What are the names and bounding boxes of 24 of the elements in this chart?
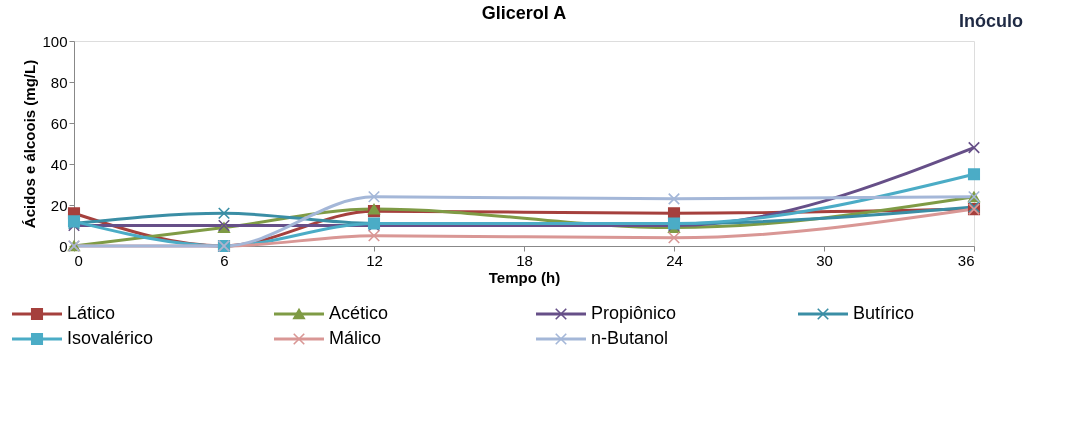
x-tick-label: 18: [516, 251, 533, 269]
legend-label: Málico: [329, 328, 382, 348]
y-tick-label: 100: [42, 32, 68, 50]
y-tick-label: 0: [59, 237, 68, 255]
y-tick-label: 80: [50, 73, 68, 91]
x-axis-title: Tempo (h): [488, 268, 561, 286]
x-tick-label: 12: [366, 251, 383, 269]
legend-label: Propiônico: [591, 303, 677, 323]
legend-label: n-Butanol: [591, 328, 669, 348]
y-tick-label: 40: [50, 155, 68, 173]
x-tick-label: 36: [957, 251, 975, 269]
text: Inóculo: [959, 11, 1023, 31]
y-tick-label: 20: [50, 196, 68, 214]
x-tick-label: 30: [816, 251, 833, 269]
legend-label: Butírico: [853, 303, 915, 323]
legend-label: Isovalérico: [67, 328, 154, 348]
x-tick-label: 6: [220, 251, 229, 269]
legend-label: Lático: [67, 303, 116, 323]
chart-title: Glicerol A: [481, 3, 567, 23]
y-axis-title: Ácidos e álcoois (mg/L): [21, 59, 39, 229]
x-tick-label: 0: [74, 251, 83, 269]
x-tick-label: 24: [666, 251, 683, 269]
y-tick-label: 60: [50, 114, 68, 132]
legend-label: Acético: [329, 303, 389, 323]
